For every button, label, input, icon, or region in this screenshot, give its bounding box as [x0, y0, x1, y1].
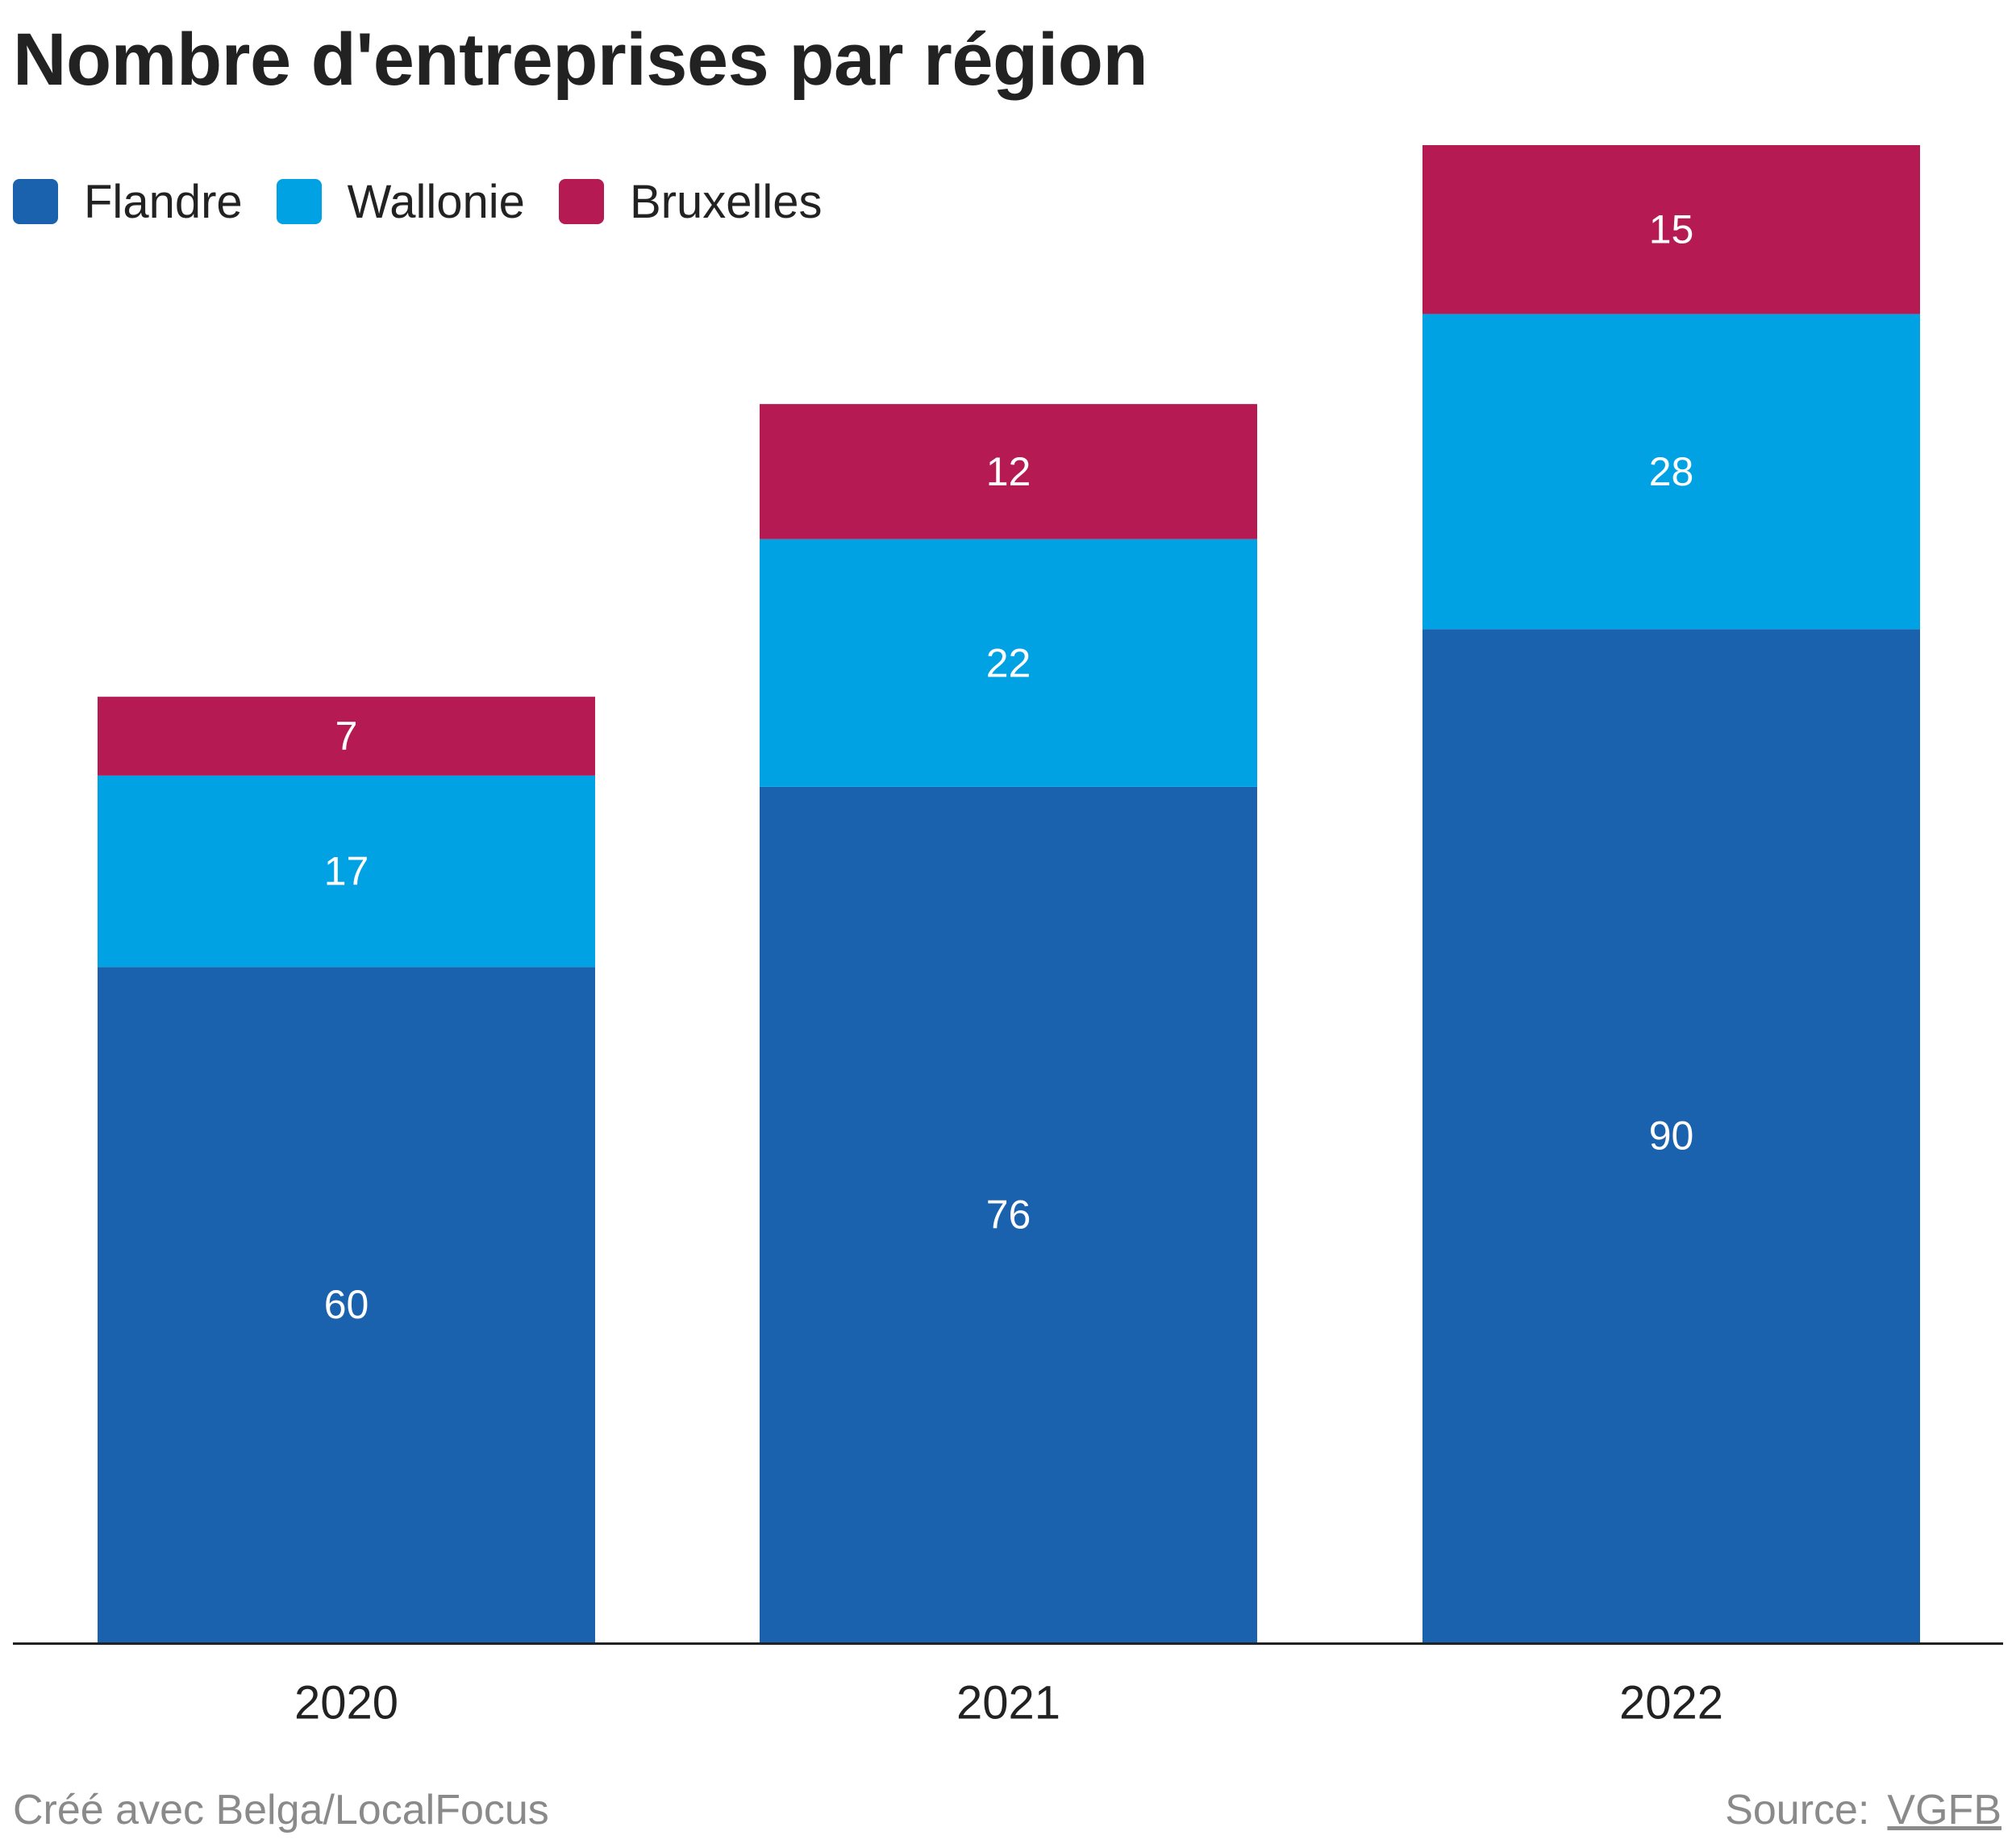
- credit-text: Créé avec Belga/LocalFocus: [13, 1787, 549, 1833]
- bar-bruxelles-2020: [98, 697, 595, 776]
- legend-item-flandre: Flandre: [13, 175, 243, 229]
- x-tick-label-2022: 2022: [1619, 1677, 1723, 1729]
- data-label-bruxelles-2022: 15: [1649, 207, 1694, 252]
- bar-flandre-2021: [760, 786, 1257, 1642]
- bar-bruxelles-2021: [760, 404, 1257, 539]
- bar-wallonie-2021: [760, 539, 1257, 787]
- bar-flandre-2020: [98, 967, 595, 1642]
- legend: Flandre Wallonie Bruxelles: [13, 169, 856, 234]
- bar-bruxelles-2022: [1422, 145, 1920, 314]
- legend-item-wallonie: Wallonie: [276, 175, 525, 229]
- bar-wallonie-2022: [1422, 314, 1920, 630]
- legend-label-flandre: Flandre: [84, 175, 243, 228]
- data-label-flandre-2021: 76: [986, 1192, 1031, 1237]
- data-label-wallonie-2022: 28: [1649, 449, 1694, 494]
- data-label-flandre-2022: 90: [1649, 1113, 1694, 1159]
- legend-item-bruxelles: Bruxelles: [558, 175, 823, 229]
- data-label-wallonie-2020: 17: [324, 849, 369, 894]
- data-label-wallonie-2021: 22: [986, 640, 1031, 685]
- source-label: Source:: [1725, 1787, 1870, 1833]
- source: Source: VGFB: [1725, 1786, 2001, 1834]
- legend-label-bruxelles: Bruxelles: [629, 175, 823, 228]
- data-label-bruxelles-2020: 7: [335, 714, 358, 759]
- source-link[interactable]: VGFB: [1887, 1787, 2001, 1833]
- bar-wallonie-2020: [98, 775, 595, 968]
- chart-title: Nombre d'entreprises par région: [13, 19, 1148, 101]
- x-tick-label-2021: 2021: [956, 1677, 1060, 1729]
- legend-swatch-bruxelles: [558, 179, 604, 224]
- legend-swatch-wallonie: [276, 179, 322, 224]
- x-tick-label-2020: 2020: [294, 1677, 398, 1729]
- bar-flandre-2022: [1422, 629, 1920, 1642]
- legend-label-wallonie: Wallonie: [347, 175, 525, 228]
- legend-swatch-flandre: [13, 179, 58, 224]
- data-label-flandre-2020: 60: [324, 1282, 369, 1327]
- data-label-bruxelles-2021: 12: [986, 449, 1031, 494]
